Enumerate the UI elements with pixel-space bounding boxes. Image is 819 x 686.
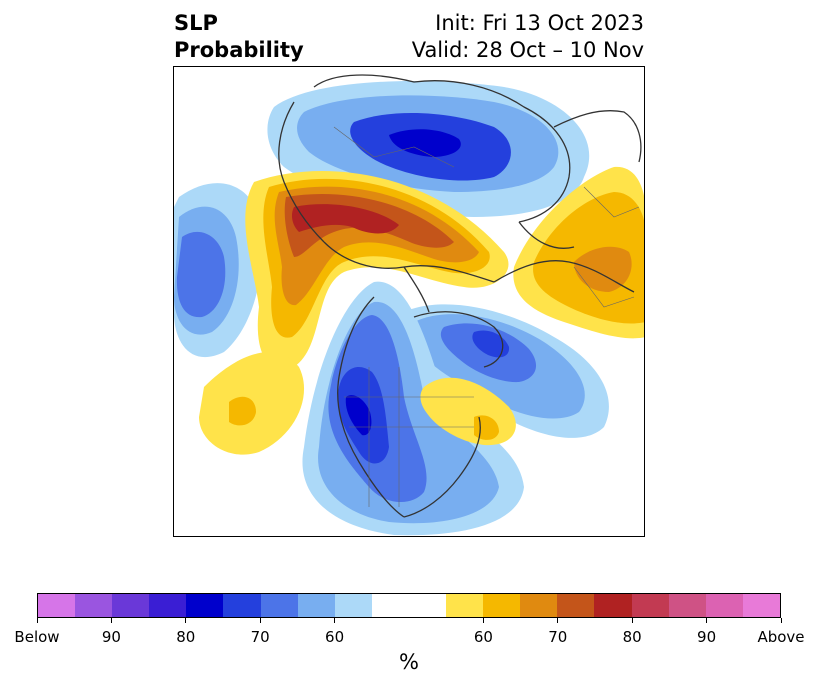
colorbar-segment: [483, 594, 521, 617]
map-canvas: [174, 74, 644, 536]
chart-title: SLP Probability: [174, 10, 304, 64]
anomaly-yellow-europe-80: [574, 246, 632, 292]
title-line-1: SLP: [174, 11, 218, 35]
colorbar-tick-mark: [334, 618, 336, 623]
colorbar-tick-label: 60: [473, 628, 493, 646]
colorbar: [37, 593, 781, 618]
colorbar-segment: [75, 594, 113, 617]
anomaly-blue-siberia-90: [389, 129, 461, 157]
borders: [333, 126, 640, 507]
colorbar-segment: [186, 594, 224, 617]
colorbar-segment: [705, 594, 743, 617]
colorbar-tick-mark: [706, 618, 708, 623]
coastlines: [278, 74, 642, 518]
colorbar-tick-label: 90: [101, 628, 121, 646]
colorbar-tick-mark: [780, 618, 782, 623]
colorbar-segment: [112, 594, 150, 617]
colorbar-segment: [149, 594, 187, 617]
colorbar-tick-label: 80: [176, 628, 196, 646]
init-date: Init: Fri 13 Oct 2023: [435, 11, 644, 35]
colorbar-segment: [223, 594, 261, 617]
colorbar-segment: [557, 594, 595, 617]
anomaly-blue-pacific-80: [176, 231, 226, 318]
colorbar-tick-mark: [185, 618, 187, 623]
colorbar-segment: [631, 594, 669, 617]
probability-map: [173, 66, 645, 537]
colorbar-segment: [594, 594, 632, 617]
colorbar-tick-label: Above: [757, 628, 805, 646]
colorbar-segment: [668, 594, 706, 617]
colorbar-tick-mark: [557, 618, 559, 623]
anomaly-yellow-pacific-95: [291, 204, 399, 234]
colorbar-units: %: [399, 650, 419, 674]
colorbar-segment: [520, 594, 558, 617]
colorbar-segment: [38, 594, 76, 617]
colorbar-tick-label: 90: [697, 628, 717, 646]
colorbar-tick-mark: [36, 618, 38, 623]
anomaly-blue-namerica-95: [345, 395, 372, 436]
colorbar-tick-mark: [259, 618, 261, 623]
anomaly-blue-atlantic-90: [472, 330, 510, 358]
colorbar-tick-label: 80: [622, 628, 642, 646]
colorbar-tick-mark: [110, 618, 112, 623]
date-info: Init: Fri 13 Oct 2023 Valid: 28 Oct – 10…: [412, 10, 644, 64]
colorbar-segment: [334, 594, 372, 617]
colorbar-segment: [260, 594, 298, 617]
anomaly-yellow-ne-pacific-70: [229, 396, 256, 426]
colorbar-tick-label: 60: [325, 628, 345, 646]
colorbar-segment: [742, 594, 780, 617]
colorbar-segment: [297, 594, 335, 617]
colorbar-tick-label: Below: [14, 628, 60, 646]
colorbar-segment: [446, 594, 484, 617]
valid-range: Valid: 28 Oct – 10 Nov: [411, 38, 644, 62]
colorbar-tick-mark: [631, 618, 633, 623]
colorbar-tick-label: 70: [250, 628, 270, 646]
title-line-2: Probability: [174, 38, 304, 62]
colorbar-segment: [371, 594, 447, 617]
colorbar-tick-mark: [482, 618, 484, 623]
colorbar-tick-label: 70: [548, 628, 568, 646]
